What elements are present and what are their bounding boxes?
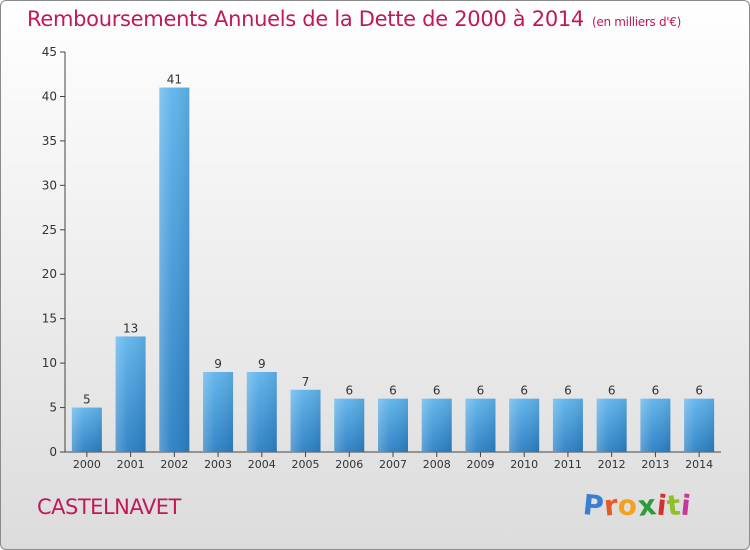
bar-shine (115, 336, 146, 452)
proxiti-logo: Proxiti (581, 488, 693, 523)
bar-shine (71, 407, 102, 452)
bar-shine (596, 398, 627, 452)
bar-shine (509, 398, 540, 452)
data-label: 9 (258, 357, 266, 371)
x-tick-label: 2010 (510, 458, 538, 471)
x-tick-label: 2007 (379, 458, 407, 471)
chart-unit-note: (en milliers d'€) (592, 15, 682, 29)
y-tick-label: 0 (49, 445, 57, 459)
bar-shine (552, 398, 583, 452)
y-tick-label: 35 (42, 134, 57, 148)
y-tick-label: 45 (42, 45, 57, 59)
bar-shine (465, 398, 496, 452)
x-tick-label: 2000 (73, 458, 101, 471)
data-label: 6 (564, 384, 572, 398)
x-tick-label: 2008 (423, 458, 451, 471)
data-label: 6 (433, 384, 441, 398)
labels: 2000 5 2001 13 2002 41 2003 9 2004 9 2005 7 2006 6 200… (73, 73, 713, 471)
y-tick-label: 5 (49, 401, 57, 415)
bar-shine (290, 389, 321, 452)
data-label: 6 (608, 384, 616, 398)
data-label: 9 (214, 357, 222, 371)
x-tick-label: 2009 (466, 458, 494, 471)
x-tick-label: 2004 (248, 458, 276, 471)
bar-shine (640, 398, 671, 452)
bar-shine (159, 87, 190, 453)
x-tick-label: 2011 (554, 458, 582, 471)
chart-title: Remboursements Annuels de la Dette de 20… (27, 7, 681, 31)
y-tick-label: 20 (42, 267, 57, 281)
x-tick-label: 2005 (292, 458, 320, 471)
bar-shine (378, 398, 408, 452)
logo-letter: i (678, 488, 693, 523)
bars (71, 87, 715, 453)
y-tick-label: 25 (42, 223, 57, 237)
data-label: 6 (345, 384, 353, 398)
data-label: 6 (477, 384, 485, 398)
x-tick-label: 2003 (204, 458, 232, 471)
bar-shine (421, 398, 452, 452)
location-name: CASTELNAVET (37, 495, 181, 519)
data-label: 7 (302, 375, 310, 389)
y-tick-label: 15 (42, 312, 57, 326)
x-tick-label: 2012 (598, 458, 626, 471)
data-label: 6 (520, 384, 528, 398)
data-label: 6 (389, 384, 397, 398)
bar-shine (203, 372, 234, 452)
bar-shine (246, 372, 277, 452)
data-label: 6 (652, 384, 660, 398)
bar-shine (684, 398, 715, 452)
y-tick-label: 10 (42, 356, 57, 370)
chart-title-text: Remboursements Annuels de la Dette de 20… (27, 7, 584, 31)
data-label: 41 (167, 73, 182, 87)
bar-shine (334, 398, 365, 452)
x-tick-label: 2014 (685, 458, 713, 471)
data-label: 5 (83, 393, 91, 407)
x-tick-label: 2013 (641, 458, 669, 471)
data-label: 13 (123, 321, 138, 335)
y-tick-label: 30 (42, 178, 57, 192)
axes: 0 5 10 15 20 25 30 35 40 45 (42, 45, 721, 459)
x-tick-label: 2001 (117, 458, 145, 471)
y-tick-label: 40 (42, 89, 57, 103)
x-tick-label: 2002 (160, 458, 188, 471)
x-tick-label: 2006 (335, 458, 363, 471)
data-label: 6 (695, 384, 703, 398)
